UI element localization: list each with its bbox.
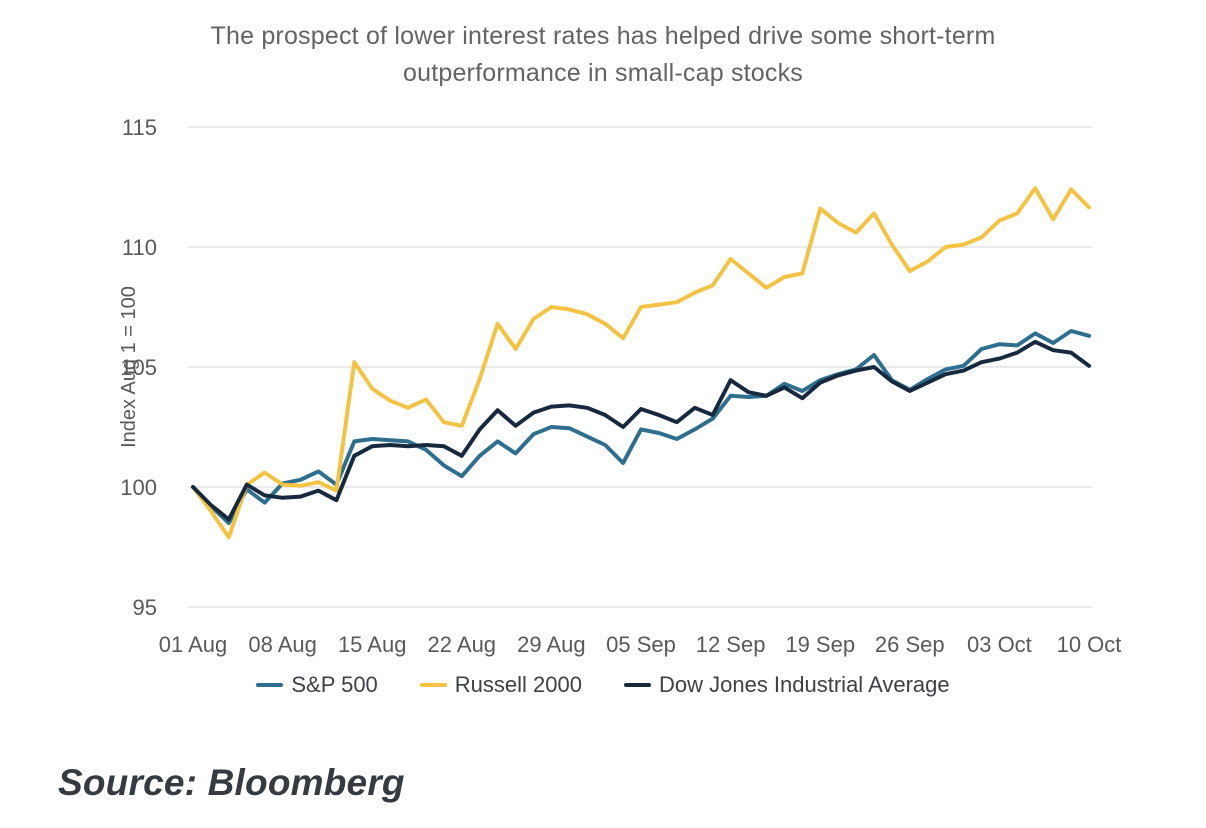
legend-swatch-s-p-500 bbox=[256, 683, 284, 687]
legend-label-s-p-500: S&P 500 bbox=[291, 672, 378, 697]
x-tick-label: 15 Aug bbox=[338, 632, 407, 657]
y-tick-label: 100 bbox=[120, 475, 157, 500]
x-tick-label: 29 Aug bbox=[517, 632, 586, 657]
legend-item-s-p-500: S&P 500 bbox=[256, 672, 378, 698]
x-tick-label: 26 Sep bbox=[875, 632, 945, 657]
series-line-russell-2000 bbox=[191, 186, 1091, 540]
y-tick-label: 95 bbox=[133, 595, 157, 620]
x-tick-label: 03 Oct bbox=[967, 632, 1032, 657]
x-tick-label: 19 Sep bbox=[785, 632, 855, 657]
x-tick-label: 05 Sep bbox=[606, 632, 676, 657]
legend-item-russell-2000: Russell 2000 bbox=[419, 672, 582, 698]
y-tick-label: 105 bbox=[120, 355, 157, 380]
chart-title-line1: The prospect of lower interest rates has… bbox=[210, 22, 996, 50]
x-tick-label: 22 Aug bbox=[428, 632, 497, 657]
x-tick-label: 01 Aug bbox=[159, 632, 228, 657]
series-line-s-p-500 bbox=[191, 329, 1091, 525]
source-note: Source: Bloomberg bbox=[58, 762, 405, 803]
series-line-dow-jones-industrial-average bbox=[191, 339, 1091, 522]
line-chart: 95 100 105 110 115 01 Aug 08 Aug 15 Aug 22 Aug 29… bbox=[120, 115, 1122, 657]
legend-swatch-dow-jones-industrial-average bbox=[623, 683, 651, 687]
legend-swatch-russell-2000 bbox=[419, 683, 447, 687]
legend: S&P 500 Russell 2000 Dow Jones Industrial … bbox=[0, 672, 1206, 698]
chart-title: The prospect of lower interest rates has… bbox=[0, 18, 1206, 92]
legend-label-dow-jones-industrial-average: Dow Jones Industrial Average bbox=[658, 672, 950, 697]
legend-label-russell-2000: Russell 2000 bbox=[454, 672, 582, 697]
y-tick-label: 110 bbox=[122, 235, 157, 260]
x-tick-label: 08 Aug bbox=[248, 632, 317, 657]
x-tick-label: 12 Sep bbox=[696, 632, 766, 657]
y-tick-label: 115 bbox=[122, 115, 157, 140]
x-tick-label: 10 Oct bbox=[1057, 632, 1122, 657]
legend-item-dow-jones-industrial-average: Dow Jones Industrial Average bbox=[623, 672, 950, 698]
plot-area: 95 100 105 110 115 01 Aug 08 Aug 15 Aug 22 Aug 29… bbox=[120, 115, 1122, 657]
chart-title-line2: outperformance in small-cap stocks bbox=[402, 59, 803, 87]
